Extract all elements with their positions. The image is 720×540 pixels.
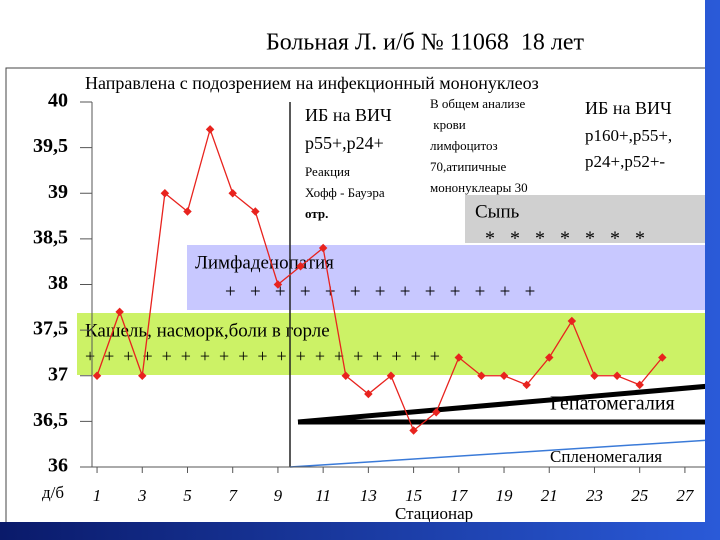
band-marks: * * * * * * * (485, 228, 645, 250)
annotation: Гепатомегалия (550, 393, 675, 415)
annotation: Хофф - Бауэра (305, 185, 385, 200)
data-point (205, 125, 215, 134)
band (465, 195, 705, 243)
data-point (635, 380, 644, 390)
x-tick-label: 17 (450, 486, 469, 505)
annotation: р55+,р24+ (305, 133, 384, 153)
x-tick-label: 15 (405, 486, 422, 505)
data-point (612, 371, 622, 380)
x-tick-label: 21 (541, 486, 558, 505)
x-tick-label: 7 (228, 486, 238, 505)
annotation: крови (430, 117, 466, 132)
x-tick-label: 9 (274, 486, 283, 505)
annotation: Стационар (395, 504, 473, 523)
x-tick-label: 13 (360, 486, 377, 505)
band (187, 245, 705, 310)
x-tick-label: 25 (631, 486, 648, 505)
x-tick-label: 5 (183, 486, 192, 505)
x-tick-label: 23 (586, 486, 603, 505)
data-point (138, 371, 147, 380)
x-tick-label: 3 (137, 486, 147, 505)
data-point (477, 371, 486, 380)
x-axis-label: д/б (42, 483, 64, 502)
data-point (364, 389, 373, 399)
data-point (522, 380, 531, 390)
frame (5, 67, 705, 522)
annotation: отр. (305, 206, 328, 221)
x-tick-label: 19 (496, 486, 514, 505)
x-tick-label: 11 (315, 486, 331, 505)
y-tick-label: 39 (48, 181, 68, 203)
annotation: В общем анализе (430, 96, 525, 111)
y-tick-label: 36,5 (33, 409, 68, 431)
x-tick-label: 27 (676, 486, 695, 505)
data-point (567, 316, 577, 326)
data-point (296, 262, 305, 271)
y-tick-label: 40 (48, 90, 68, 112)
annotation: р160+,р55+, (585, 126, 672, 145)
data-point (454, 353, 464, 362)
annotation: р24+,р52+- (585, 152, 665, 171)
data-point (386, 371, 396, 380)
data-point (545, 353, 554, 362)
y-tick-label: 38,5 (33, 226, 68, 248)
data-point (341, 371, 350, 380)
band (77, 313, 705, 375)
y-tick-label: 38 (48, 272, 68, 294)
data-point (499, 371, 509, 380)
annotation: 70,атипичные (430, 159, 506, 174)
band-marks: + + + + + + + + + + + + + + + + + + + (85, 346, 440, 366)
annotation: Реакция (305, 164, 350, 179)
data-point (409, 426, 418, 435)
data-point (318, 243, 328, 253)
band-marks: + + + + + + + + + + + + + (225, 281, 535, 302)
splenomegaly-line (289, 439, 705, 468)
subtitle: Направлена с подозрением на инфекционный… (85, 73, 539, 93)
hepatomegaly-line (297, 383, 705, 425)
y-tick-label: 37,5 (33, 318, 68, 340)
data-point (590, 371, 599, 380)
data-point (658, 353, 667, 362)
annotation: мононуклеары 30 (430, 180, 528, 195)
band-label: Кашель, насморк,боли в горле (85, 320, 330, 341)
annotation: ИБ на ВИЧ (305, 105, 392, 125)
annotation: ИБ на ВИЧ (585, 98, 672, 118)
x-tick-label: 1 (93, 486, 102, 505)
data-point (228, 189, 237, 198)
data-point (115, 307, 124, 317)
y-tick-label: 39,5 (33, 135, 68, 157)
y-tick-label: 37 (48, 363, 68, 385)
data-point (92, 371, 102, 380)
y-tick-label: 36 (48, 455, 68, 477)
band-label: Сыпь (475, 201, 520, 222)
data-point (160, 189, 170, 198)
annotation: лимфоцитоз (430, 138, 498, 153)
chart-title: Больная Л. и/б № 11068 18 лет (266, 30, 585, 56)
annotation: Спленомегалия (550, 447, 662, 466)
series-line (96, 127, 663, 432)
data-point (431, 408, 441, 417)
data-point (273, 280, 283, 289)
data-point (183, 207, 192, 216)
